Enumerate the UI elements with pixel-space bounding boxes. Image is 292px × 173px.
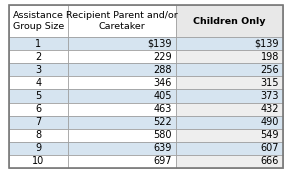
Text: 490: 490 (260, 117, 279, 127)
Text: 346: 346 (153, 78, 172, 88)
Text: 1: 1 (35, 39, 41, 49)
Bar (9, 116, 68, 129)
Text: 432: 432 (260, 104, 279, 114)
Text: 549: 549 (260, 130, 279, 140)
Text: 580: 580 (153, 130, 172, 140)
Text: 697: 697 (153, 156, 172, 166)
Text: 405: 405 (153, 91, 172, 101)
Bar (176, 5, 283, 37)
Bar (68, 155, 176, 168)
Text: 666: 666 (260, 156, 279, 166)
Bar (176, 76, 283, 89)
Bar (68, 129, 176, 142)
Bar (68, 37, 176, 50)
Bar (9, 89, 68, 102)
Bar (9, 37, 68, 50)
Text: $139: $139 (147, 39, 172, 49)
Text: 315: 315 (260, 78, 279, 88)
Bar (68, 89, 176, 102)
Bar (9, 155, 68, 168)
Text: 4: 4 (35, 78, 41, 88)
Text: 463: 463 (153, 104, 172, 114)
Text: 3: 3 (35, 65, 41, 75)
Bar (68, 63, 176, 76)
Text: 198: 198 (260, 52, 279, 62)
Bar (68, 76, 176, 89)
Bar (68, 116, 176, 129)
Bar (9, 5, 68, 37)
Bar (176, 116, 283, 129)
Bar (176, 37, 283, 50)
Text: 373: 373 (260, 91, 279, 101)
Text: 9: 9 (35, 143, 41, 153)
Bar (9, 142, 68, 155)
Bar (68, 5, 176, 37)
Bar (176, 129, 283, 142)
Bar (176, 142, 283, 155)
Text: 229: 229 (153, 52, 172, 62)
Text: $139: $139 (254, 39, 279, 49)
Bar (9, 129, 68, 142)
Bar (68, 142, 176, 155)
Text: 607: 607 (260, 143, 279, 153)
Text: 5: 5 (35, 91, 41, 101)
Text: 6: 6 (35, 104, 41, 114)
Text: 10: 10 (32, 156, 44, 166)
Text: 522: 522 (153, 117, 172, 127)
Text: 639: 639 (153, 143, 172, 153)
Bar (9, 102, 68, 116)
Bar (9, 50, 68, 63)
Text: 256: 256 (260, 65, 279, 75)
Bar (9, 76, 68, 89)
Text: Recipient Parent and/or
Caretaker: Recipient Parent and/or Caretaker (66, 11, 178, 31)
Bar (176, 89, 283, 102)
Text: 288: 288 (153, 65, 172, 75)
Text: Assistance
Group Size: Assistance Group Size (13, 11, 64, 31)
Bar (176, 155, 283, 168)
Text: 7: 7 (35, 117, 41, 127)
Text: 8: 8 (35, 130, 41, 140)
Bar (176, 63, 283, 76)
Bar (68, 50, 176, 63)
Bar (9, 63, 68, 76)
Bar (68, 102, 176, 116)
Text: Children Only: Children Only (194, 17, 266, 26)
Bar (176, 50, 283, 63)
Text: 2: 2 (35, 52, 41, 62)
Bar (176, 102, 283, 116)
